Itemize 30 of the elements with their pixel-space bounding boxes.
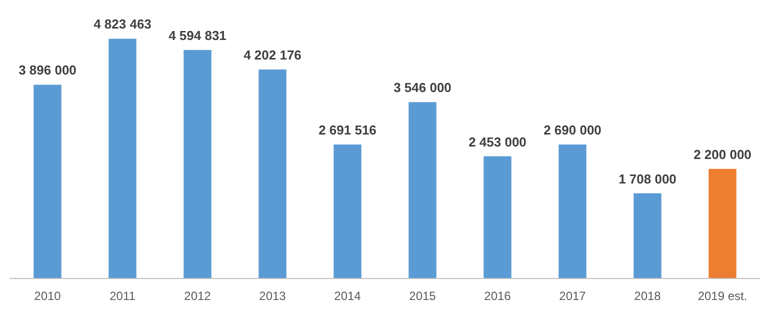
x-tick-label: 2017: [559, 289, 586, 303]
data-label: 3 896 000: [18, 62, 76, 78]
data-label: 4 594 831: [168, 28, 226, 44]
x-tick-label: 2010: [34, 289, 62, 303]
x-tick-label: 2014: [334, 289, 362, 303]
bar: [634, 193, 662, 278]
bar: [34, 84, 62, 278]
bar: [334, 144, 362, 278]
data-label: 2 453 000: [468, 134, 526, 150]
bar: [108, 38, 136, 278]
data-label: 2 200 000: [694, 146, 752, 162]
x-tick-label: 2013: [259, 289, 286, 303]
data-label: 2 690 000: [544, 122, 602, 138]
bar: [708, 168, 736, 278]
data-label: 1 708 000: [618, 171, 676, 186]
x-tick-label: 2012: [184, 289, 212, 303]
x-tick-label: 2015: [409, 289, 436, 303]
bar: [184, 50, 212, 278]
data-label: 4 823 463: [94, 16, 152, 32]
x-tick-label: 2011: [110, 289, 136, 303]
bar: [408, 102, 436, 278]
x-tick-label: 2019 est.: [698, 289, 748, 303]
x-tick-label: 2016: [484, 289, 512, 303]
x-tick-label: 2018: [634, 289, 662, 303]
bar: [258, 70, 286, 278]
bar: [558, 144, 586, 278]
data-label: 2 691 516: [318, 122, 376, 138]
data-label: 4 202 176: [244, 48, 302, 63]
data-label: 3 546 000: [394, 80, 452, 96]
bar: [484, 156, 512, 278]
